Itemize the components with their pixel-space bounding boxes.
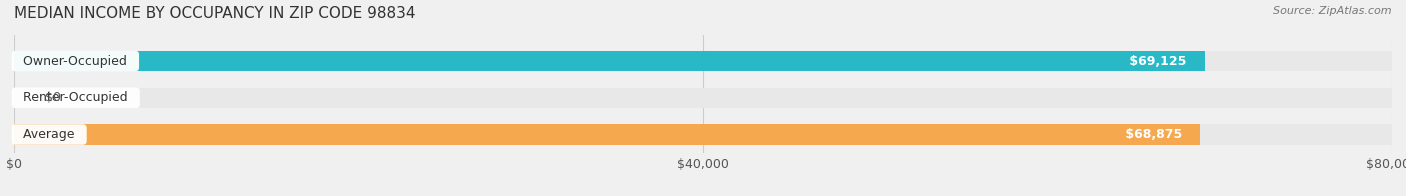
Bar xyxy=(14,88,1392,108)
Text: MEDIAN INCOME BY OCCUPANCY IN ZIP CODE 98834: MEDIAN INCOME BY OCCUPANCY IN ZIP CODE 9… xyxy=(14,6,416,21)
Bar xyxy=(14,124,1201,145)
Text: $69,125: $69,125 xyxy=(1125,54,1191,67)
Bar xyxy=(14,51,1205,71)
Text: Owner-Occupied: Owner-Occupied xyxy=(15,54,135,67)
Text: Source: ZipAtlas.com: Source: ZipAtlas.com xyxy=(1274,6,1392,16)
Bar xyxy=(14,124,1392,145)
Text: Renter-Occupied: Renter-Occupied xyxy=(15,91,136,104)
Text: $0: $0 xyxy=(41,91,62,104)
Bar xyxy=(14,51,1392,71)
Text: $68,875: $68,875 xyxy=(1121,128,1187,141)
Text: Average: Average xyxy=(15,128,83,141)
